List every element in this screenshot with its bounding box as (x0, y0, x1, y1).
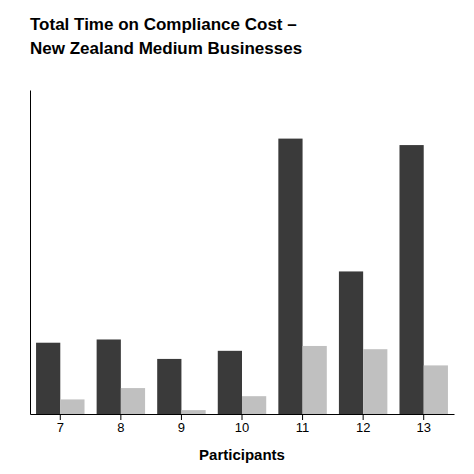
bar (303, 346, 327, 414)
x-tick-label: 7 (57, 420, 64, 435)
subtitle: New Zealand Medium Businesses (30, 39, 302, 58)
bar (157, 359, 181, 414)
bar (399, 145, 423, 414)
bar (278, 139, 302, 414)
bar (97, 339, 121, 414)
bar (181, 410, 205, 414)
x-tick-label: 9 (178, 420, 185, 435)
series (60, 346, 448, 414)
x-tick-label: 13 (416, 420, 430, 435)
x-tick: 9 (178, 414, 185, 435)
x-tick: 13 (416, 414, 430, 435)
x-tick-mark (302, 414, 303, 420)
bar (363, 349, 387, 414)
y-axis (30, 91, 31, 415)
x-axis-title: Participants (199, 446, 285, 463)
x-axis: 7 8 9 10 11 12 13 (31, 414, 455, 435)
series (36, 139, 424, 414)
bar (36, 343, 60, 414)
title: Total Time on Compliance Cost – (30, 15, 297, 34)
bar (339, 271, 363, 414)
x-tick-label: 12 (356, 420, 370, 435)
bar (242, 396, 266, 414)
x-tick-label: 8 (117, 420, 124, 435)
y-axis-line (30, 91, 31, 415)
bar (424, 365, 448, 414)
x-tick-mark (242, 414, 243, 420)
chart: Total Time on Compliance Cost – New Zeala… (0, 0, 474, 474)
x-tick-label: 11 (296, 420, 310, 435)
bar (218, 351, 242, 414)
x-tick: 12 (356, 414, 370, 435)
bar (121, 388, 145, 414)
x-tick-mark (423, 414, 424, 420)
x-tick: 10 (235, 414, 249, 435)
plot: 7 8 9 10 11 12 13 (31, 91, 455, 436)
bar (60, 399, 84, 414)
x-tick-mark (120, 414, 121, 420)
x-tick-mark (181, 414, 182, 420)
x-tick: 7 (57, 414, 64, 435)
x-tick-mark (363, 414, 364, 420)
x-tick: 11 (296, 414, 310, 435)
x-tick: 8 (117, 414, 124, 435)
bars (36, 139, 448, 414)
x-tick-mark (60, 414, 61, 420)
x-tick-label: 10 (235, 420, 249, 435)
